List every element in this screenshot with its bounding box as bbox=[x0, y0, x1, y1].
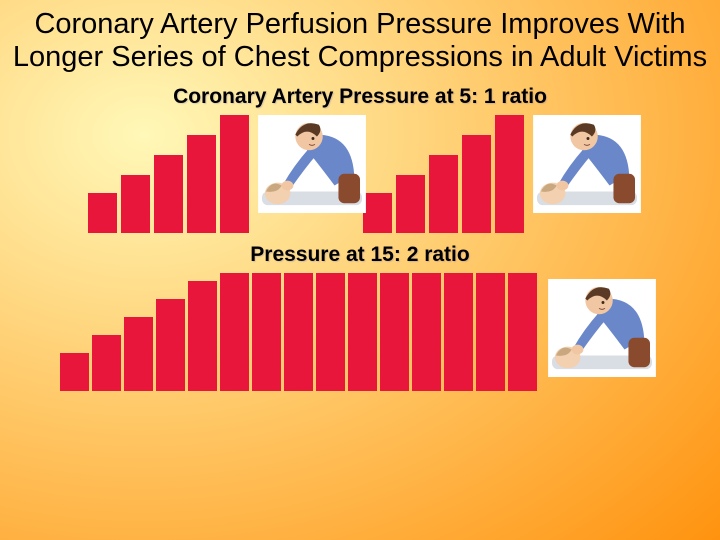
chart2-bar bbox=[92, 335, 121, 391]
chart1-bar bbox=[88, 193, 117, 233]
cpr-illustration-icon bbox=[533, 115, 641, 213]
chart2-bar bbox=[348, 273, 377, 391]
cpr-image bbox=[548, 279, 656, 377]
chart1-subtitle: Coronary Artery Pressure at 5: 1 ratio bbox=[0, 85, 720, 109]
chart2-bar bbox=[252, 273, 281, 391]
slide-title: Coronary Artery Perfusion Pressure Impro… bbox=[0, 0, 720, 75]
cpr-image bbox=[258, 115, 366, 213]
chart2-bar bbox=[284, 273, 313, 391]
chart2-bar bbox=[316, 273, 345, 391]
chart2-area bbox=[60, 273, 660, 391]
chart1-bar bbox=[187, 135, 216, 233]
chart2-bar bbox=[508, 273, 537, 391]
chart2-bar bbox=[60, 353, 89, 391]
chart1-area bbox=[88, 115, 633, 233]
chart1-bar bbox=[363, 193, 392, 233]
chart2-bar bbox=[124, 317, 153, 391]
chart1-bar bbox=[495, 115, 524, 233]
chart1-bar bbox=[220, 115, 249, 233]
chart2-bar bbox=[476, 273, 505, 391]
chart1-bar bbox=[121, 175, 150, 233]
chart2-bar bbox=[412, 273, 441, 391]
chart2-bar bbox=[444, 273, 473, 391]
chart1-bar bbox=[429, 155, 458, 233]
chart2-bar bbox=[156, 299, 185, 391]
chart2-bar bbox=[380, 273, 409, 391]
chart1-bar bbox=[462, 135, 491, 233]
chart2-subtitle: Pressure at 15: 2 ratio bbox=[0, 243, 720, 267]
cpr-image bbox=[533, 115, 641, 213]
chart1-bar bbox=[154, 155, 183, 233]
chart1-bar bbox=[396, 175, 425, 233]
cpr-illustration-icon bbox=[548, 279, 656, 377]
slide: Coronary Artery Perfusion Pressure Impro… bbox=[0, 0, 720, 540]
chart2-bar bbox=[188, 281, 217, 391]
cpr-illustration-icon bbox=[258, 115, 366, 213]
chart2-bar bbox=[220, 273, 249, 391]
